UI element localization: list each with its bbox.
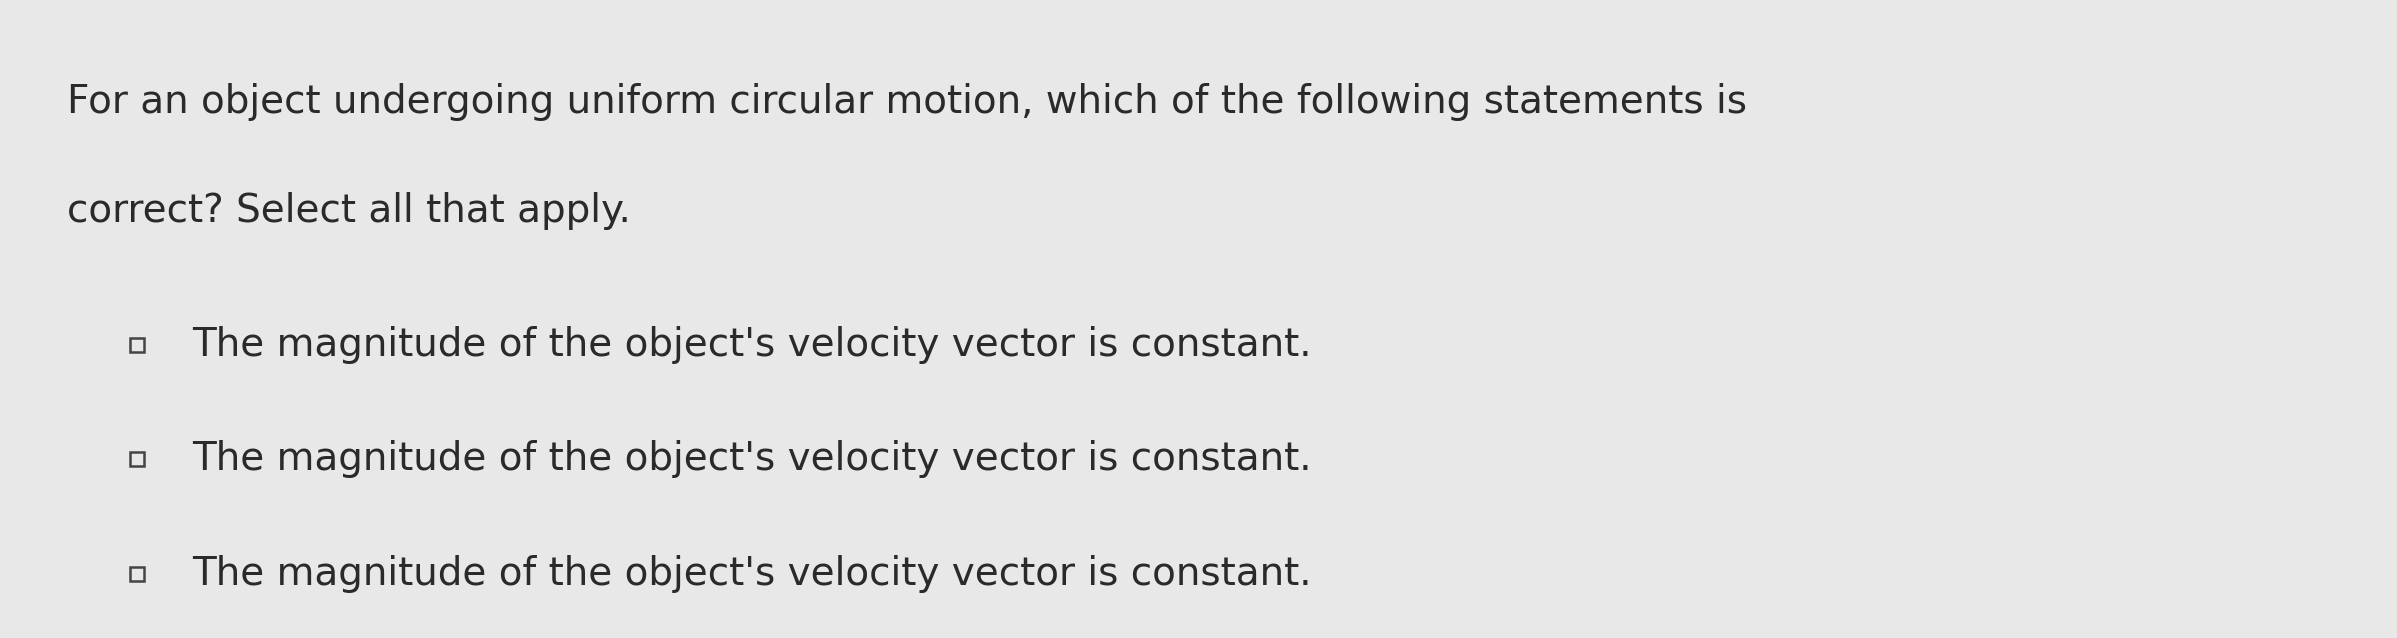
Text: The magnitude of the object's velocity vector is constant.: The magnitude of the object's velocity v…: [192, 440, 1311, 478]
Text: The magnitude of the object's velocity vector is constant.: The magnitude of the object's velocity v…: [192, 555, 1311, 593]
Text: The magnitude of the object's velocity vector is constant.: The magnitude of the object's velocity v…: [192, 325, 1311, 364]
Text: For an object undergoing uniform circular motion, which of the following stateme: For an object undergoing uniform circula…: [67, 83, 1747, 121]
Text: correct? Select all that apply.: correct? Select all that apply.: [67, 191, 630, 230]
